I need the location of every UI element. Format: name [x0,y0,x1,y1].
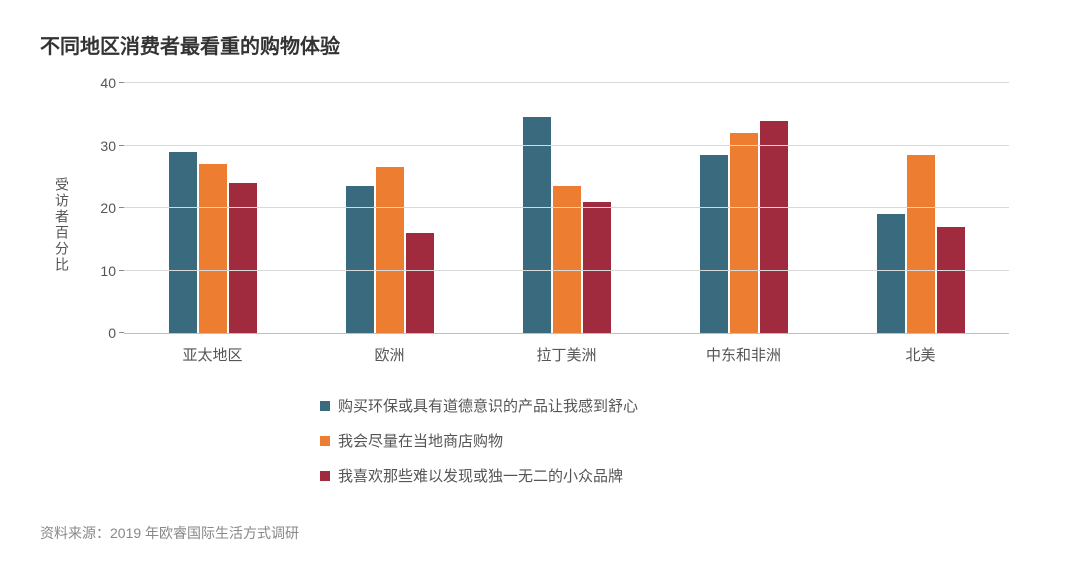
bar-groups [124,84,1009,333]
bar [730,133,758,333]
legend-swatch [320,436,330,446]
gridline [124,82,1009,83]
bar [346,186,374,333]
bar [376,167,404,333]
bar [553,186,581,333]
y-tick-label: 40 [84,75,116,91]
y-tick-mark [119,332,124,333]
bar [169,152,197,333]
y-tick-mark [119,270,124,271]
chart-title: 不同地区消费者最看重的购物体验 [40,30,1029,59]
source-text: 资料来源：2019 年欧睿国际生活方式调研 [40,523,299,543]
legend: 购买环保或具有道德意识的产品让我感到舒心我会尽量在当地商店购物我喜欢那些难以发现… [320,395,1029,486]
legend-swatch [320,401,330,411]
legend-item: 我会尽量在当地商店购物 [320,430,1029,451]
y-axis-label: 受访者百分比 [52,177,72,273]
bar [199,164,227,333]
x-axis-labels: 亚太地区欧洲拉丁美洲中东和非洲北美 [124,334,1009,365]
bar [229,183,257,333]
bar [583,202,611,333]
y-tick-mark [119,207,124,208]
y-tick-label: 0 [84,325,116,341]
x-tick-label: 欧洲 [301,334,478,365]
gridline [124,145,1009,146]
legend-label: 我喜欢那些难以发现或独一无二的小众品牌 [338,465,623,486]
y-tick-label: 20 [84,200,116,216]
y-tick-label: 30 [84,138,116,154]
bar [907,155,935,333]
bar [406,233,434,333]
x-tick-label: 北美 [832,334,1009,365]
x-tick-label: 中东和非洲 [655,334,832,365]
plot-area: 010203040 [124,84,1009,334]
gridline [124,270,1009,271]
chart-container: 受访者百分比 010203040 亚太地区欧洲拉丁美洲中东和非洲北美 [80,84,1009,365]
y-tick-mark [119,82,124,83]
legend-item: 我喜欢那些难以发现或独一无二的小众品牌 [320,465,1029,486]
bar [937,227,965,333]
legend-item: 购买环保或具有道德意识的产品让我感到舒心 [320,395,1029,416]
bar [523,117,551,333]
bar-group [655,84,832,333]
bar [700,155,728,333]
x-tick-label: 拉丁美洲 [478,334,655,365]
legend-label: 我会尽量在当地商店购物 [338,430,503,451]
bar [760,121,788,334]
bar-group [832,84,1009,333]
x-tick-label: 亚太地区 [124,334,301,365]
bar [877,214,905,333]
y-tick-mark [119,145,124,146]
gridline [124,207,1009,208]
legend-swatch [320,471,330,481]
bar-group [124,84,301,333]
y-tick-label: 10 [84,263,116,279]
legend-label: 购买环保或具有道德意识的产品让我感到舒心 [338,395,638,416]
bar-group [478,84,655,333]
bar-group [301,84,478,333]
